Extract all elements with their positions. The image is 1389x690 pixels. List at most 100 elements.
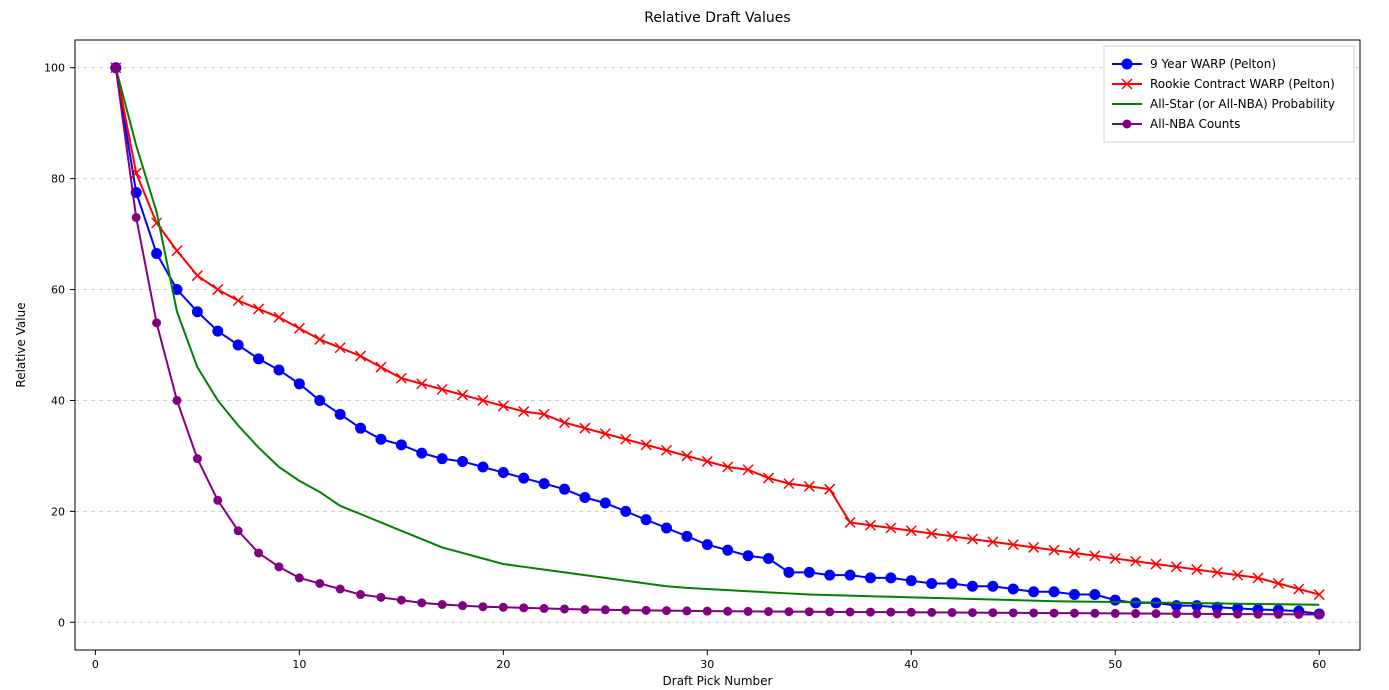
y-tick-label: 0 [58,616,65,629]
data-marker [498,468,508,478]
data-marker [560,484,570,494]
data-marker [1050,609,1058,617]
data-marker [499,603,507,611]
data-marker [1029,587,1039,597]
data-marker [377,593,385,601]
data-marker [865,573,875,583]
y-axis-label: Relative Value [14,302,28,387]
y-tick-label: 100 [44,62,65,75]
x-tick-label: 10 [292,658,306,671]
data-marker [988,581,998,591]
data-marker [112,64,120,72]
data-marker [1295,610,1303,618]
data-marker [642,606,650,614]
data-marker [519,473,529,483]
data-marker [479,603,487,611]
series-line [116,68,1319,614]
data-marker [764,608,772,616]
chart-svg: 0102030405060020406080100 9 Year WARP (P… [0,0,1389,690]
data-marker [376,434,386,444]
data-marker [132,213,140,221]
data-marker [397,596,405,604]
x-tick-label: 20 [496,658,510,671]
data-marker [703,607,711,615]
data-marker [1193,610,1201,618]
data-marker [274,365,284,375]
data-marker [255,549,263,557]
data-marker [437,454,447,464]
data-marker [886,573,896,583]
data-marker [641,515,651,525]
legend-label: All-Star (or All-NBA) Probability [1150,97,1335,111]
data-marker [234,527,242,535]
x-tick-label: 50 [1108,658,1122,671]
data-marker [581,606,589,614]
data-marker [1110,595,1120,605]
series-allstar [116,68,1319,605]
data-marker [275,563,283,571]
data-marker [295,574,303,582]
data-marker [1152,610,1160,618]
data-marker [1091,609,1099,617]
data-marker [682,531,692,541]
data-marker [254,354,264,364]
legend-label: Rookie Contract WARP (Pelton) [1150,77,1335,91]
data-marker [213,326,223,336]
data-marker [1254,610,1262,618]
data-marker [845,570,855,580]
data-marker [601,606,609,614]
series-allnba [112,64,1323,619]
data-marker [233,340,243,350]
data-marker [540,604,548,612]
data-marker [418,599,426,607]
data-marker [785,608,793,616]
data-marker [1008,584,1018,594]
data-marker [1132,610,1140,618]
x-tick-label: 60 [1312,658,1326,671]
data-marker [1009,609,1017,617]
data-marker [846,608,854,616]
data-marker [214,496,222,504]
data-marker [1274,610,1282,618]
data-marker [1111,609,1119,617]
data-marker [927,578,937,588]
data-marker [1123,120,1131,128]
data-marker [683,607,691,615]
series-line [116,68,1319,605]
data-marker [907,608,915,616]
chart-title: Relative Draft Values [644,10,790,26]
data-marker [663,607,671,615]
data-marker [173,396,181,404]
x-tick-label: 0 [92,658,99,671]
data-marker [989,609,997,617]
series-warp9 [111,63,1324,619]
data-marker [1070,609,1078,617]
y-tick-label: 60 [51,284,65,297]
legend-label: 9 Year WARP (Pelton) [1150,57,1276,71]
data-marker [967,581,977,591]
data-marker [357,591,365,599]
data-marker [887,608,895,616]
y-tick-label: 80 [51,173,65,186]
data-marker [1122,59,1132,69]
data-marker [539,479,549,489]
series-line [116,68,1319,615]
data-marker [804,567,814,577]
x-tick-label: 30 [700,658,714,671]
data-marker [1049,587,1059,597]
data-marker [1213,610,1221,618]
chart-container: 0102030405060020406080100 9 Year WARP (P… [0,0,1389,690]
data-marker [826,608,834,616]
data-marker [153,319,161,327]
data-marker [315,395,325,405]
series-rookie [111,63,1324,600]
y-tick-label: 40 [51,394,65,407]
x-axis-label: Draft Pick Number [663,674,773,688]
ticks-layer: 0102030405060020406080100 [44,62,1326,671]
data-marker [1172,610,1180,618]
data-marker [744,607,752,615]
data-marker [478,462,488,472]
data-marker [866,608,874,616]
data-marker [520,604,528,612]
data-marker [906,576,916,586]
